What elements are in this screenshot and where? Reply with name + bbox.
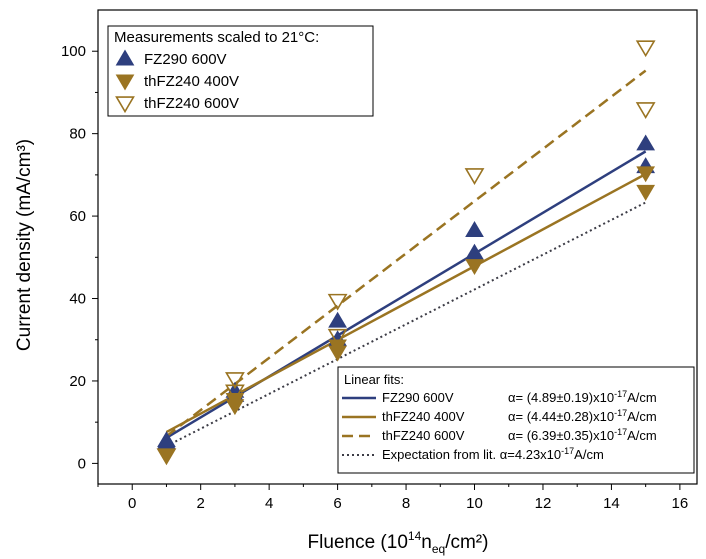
x-tick-label: 10 [466,495,483,512]
fit-legend-name: thFZ240 600V [382,428,465,443]
fit-legend-name: FZ290 600V [382,390,454,405]
data-point [465,221,484,237]
x-tick-label: 8 [402,495,410,512]
data-point [156,448,177,466]
legend-label: thFZ240 400V [144,73,239,90]
data-point [157,448,176,465]
x-tick-label: 12 [535,495,552,512]
legend-label: thFZ240 600V [144,95,239,112]
fit-lines [165,69,647,447]
legend-marker [115,96,135,114]
fit-legend-alpha: α= (4.44±0.28)x10-17A/cm [508,408,657,424]
measurements-legend: Measurements scaled to 21°C: FZ290 600V t… [107,25,374,117]
data-point [225,384,245,402]
data-point [157,431,176,448]
x-tick-label: 4 [265,495,273,512]
y-tick-label: 0 [78,455,86,472]
x-axis-label: Fluence (1014neq/cm²) [308,529,489,556]
x-tick-label: 0 [128,495,136,512]
fit-line [165,69,647,438]
data-point [328,311,347,328]
legend-marker [115,49,135,66]
legend-marker [115,74,135,91]
y-tick-label: 80 [69,126,86,143]
data-markers [156,40,656,466]
y-axis-label: Current density (mA/cm³) [14,139,35,351]
data-point [327,328,348,346]
measurements-legend-title: Measurements scaled to 21°C: [114,29,319,46]
fit-line [165,172,647,434]
data-point [635,102,656,119]
x-tick-label: 14 [603,495,620,512]
x-tick-label: 6 [333,495,341,512]
fit-legend-name: thFZ240 400V [382,409,465,424]
data-point [465,243,484,260]
fits-legend-title: Linear fits: [344,372,404,387]
x-tick-label: 2 [197,495,205,512]
legend-label: FZ290 600V [144,51,227,68]
data-point [465,259,484,276]
y-tick-label: 60 [69,208,86,225]
data-point [225,372,245,389]
x-tick-label: 16 [672,495,689,512]
y-tick-label: 20 [69,373,86,390]
data-point [636,134,656,151]
fits-legend: Linear fits: FZ290 600V α= (4.89±0.19)x10… [337,366,695,474]
y-tick-label: 100 [61,43,86,60]
plot-frame [97,9,698,485]
fit-legend-name: Expectation from lit. α=4.23x10-17A/cm [382,446,604,462]
data-point [636,166,656,183]
y-tick-label: 40 [69,291,86,308]
data-point [327,293,348,311]
data-point [328,339,347,356]
data-point [464,168,485,185]
fit-legend-alpha: α= (6.39±0.35)x10-17A/cm [508,427,657,443]
data-point [636,184,656,201]
fit-legend-alpha: α= (4.89±0.19)x10-17A/cm [508,389,657,405]
data-point [635,40,656,58]
plot-axes: 0 2 4 6 8 10 12 14 16 0 20 40 60 80 100 [61,9,698,512]
